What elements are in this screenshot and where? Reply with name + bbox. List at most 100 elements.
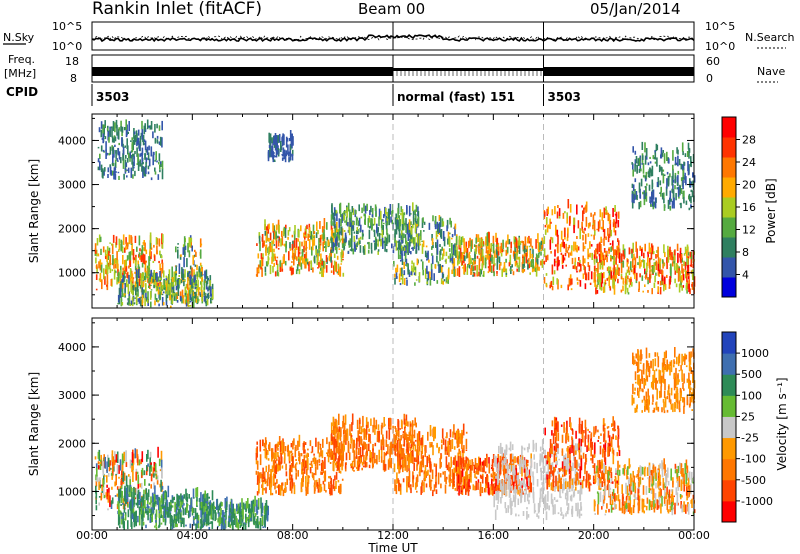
power-colorbar-swatch-1 — [722, 257, 736, 278]
power-region-3 — [255, 218, 345, 278]
date-title: 05/Jan/2014 — [590, 0, 681, 18]
power-colorbar-tick-2: 12 — [742, 224, 756, 237]
velocity-y-ticks: 1000 2000 3000 4000 — [58, 322, 694, 517]
velocity-colorbar-swatch-6 — [722, 374, 736, 396]
power-y-ticks: 1000 2000 3000 4000 — [58, 117, 694, 296]
power-colorbar-swatch-3 — [722, 217, 736, 238]
cpid-panel: CPID 3503 normal (fast) 151 3503 — [6, 84, 581, 106]
velocity-colorbar-swatch-7 — [722, 353, 736, 375]
power-colorbar-label: Power [dB] — [764, 178, 778, 243]
nave-tick-bottom: 0 — [706, 72, 713, 85]
velocity-colorbar-swatch-0 — [722, 500, 736, 523]
power-colorbar-tick-6: 28 — [742, 134, 756, 147]
time-axis-labels: 00:00 04:00 08:00 12:00 16:00 20:00 00:00 — [76, 529, 710, 542]
power-colorbar-swatch-6 — [722, 157, 736, 178]
nsky-label: N.Sky — [3, 31, 35, 44]
power-panel: 1000 2000 3000 4000 Slant Range [km] 4 8 12 16… — [27, 113, 778, 309]
cpid-segments: 3503 normal (fast) 151 3503 — [91, 84, 581, 106]
time-tick-label-6: 00:00 — [678, 529, 710, 542]
velocity-colorbar-swatch-4 — [722, 416, 736, 439]
power-y-tick-label-1: 2000 — [58, 223, 86, 236]
nsearch-label: N.Search — [745, 31, 795, 44]
power-colorbar-tick-3: 16 — [742, 201, 756, 214]
power-region-1 — [117, 266, 214, 308]
velocity-colorbar-tick-4: -25 — [741, 432, 759, 445]
power-y-axis-label: Slant Range [km] — [27, 159, 41, 263]
power-colorbar: 4 8 12 16 20 24 28 — [721, 116, 756, 298]
station-title: Rankin Inlet (fitACF) — [92, 0, 262, 19]
velocity-colorbar-tick-0: 1000 — [741, 347, 769, 360]
freq-tick-top: 18 — [65, 55, 79, 68]
nsky-panel: N.Sky 10^5 10^0 10^5 10^0 N.Search — [3, 20, 795, 53]
freq-label: Freq. — [8, 53, 35, 66]
power-region-8 — [593, 241, 696, 295]
time-tick-label-0: 00:00 — [76, 529, 108, 542]
power-region-6 — [455, 231, 546, 277]
power-colorbar-swatch-5 — [722, 177, 736, 198]
vel-region-2 — [204, 495, 269, 530]
velocity-colorbar-swatch-3 — [722, 437, 736, 460]
freq-segment-1 — [392, 55, 544, 82]
freq-panel: Freq. [MHz] 18 8 60 0 Nave — [4, 53, 785, 85]
power-colorbar-swatch-7 — [722, 137, 736, 158]
power-x-ticks — [91, 114, 695, 308]
power-data — [94, 119, 696, 308]
cpid-segment-label-2: 3503 — [548, 90, 581, 104]
velocity-colorbar: 1000 500 100 25 -25 -100 -500 -1000 — [721, 331, 773, 523]
vel-region-0 — [94, 446, 164, 511]
nave-tick-top: 60 — [706, 55, 720, 68]
nsky-tick-bottom-right: 10^0 — [705, 40, 735, 53]
velocity-colorbar-swatch-1 — [722, 479, 736, 502]
velocity-colorbar-swatch-5 — [722, 395, 736, 417]
velocity-colorbar-tick-3: 25 — [741, 410, 755, 423]
vel-y-tick-label-1: 2000 — [58, 437, 86, 450]
vel-region-4 — [330, 413, 420, 473]
velocity-colorbar-swatch-2 — [722, 458, 736, 481]
time-tick-label-1: 04:00 — [176, 529, 208, 542]
velocity-colorbar-tick-7: -1000 — [741, 495, 773, 508]
power-colorbar-tick-5: 24 — [742, 156, 756, 169]
velocity-x-ticks — [91, 318, 695, 530]
vel-y-tick-label-3: 4000 — [58, 341, 86, 354]
vel-region-5 — [393, 423, 469, 497]
cpid-label: CPID — [6, 85, 38, 99]
power-region-9 — [631, 141, 696, 211]
vel-region-3 — [255, 433, 344, 497]
velocity-colorbar-label: Velocity [m s⁻¹] — [775, 377, 789, 470]
vel-region-9 — [593, 458, 696, 516]
velocity-colorbar-swatch-8 — [722, 332, 736, 354]
power-colorbar-swatch-2 — [722, 237, 736, 258]
power-region-11 — [267, 130, 294, 163]
freq-bars — [91, 55, 694, 82]
vel-y-tick-label-0: 1000 — [58, 485, 86, 498]
vel-region-10 — [631, 347, 696, 414]
freq-unit-label: [MHz] — [4, 67, 36, 80]
power-y-tick-label-3: 4000 — [58, 134, 86, 147]
power-region-5 — [393, 215, 457, 286]
time-tick-label-2: 08:00 — [277, 529, 309, 542]
velocity-panel: 1000 2000 3000 4000 Slant Range [km] 1000 50… — [27, 317, 789, 531]
vel-region-8 — [544, 416, 621, 492]
velocity-y-axis-label: Slant Range [km] — [27, 372, 41, 476]
velocity-colorbar-tick-5: -100 — [741, 453, 766, 466]
power-colorbar-tick-0: 4 — [742, 269, 749, 282]
vel-y-tick-label-2: 3000 — [58, 389, 86, 402]
power-region-10 — [97, 119, 164, 181]
freq-segment-0 — [91, 55, 393, 82]
power-colorbar-swatch-4 — [722, 197, 736, 218]
nsearch-trace — [91, 35, 695, 41]
velocity-data — [94, 347, 696, 530]
nsky-tick-top-right: 10^5 — [705, 20, 735, 33]
beam-title: Beam 00 — [358, 0, 425, 18]
power-markers — [392, 114, 544, 308]
time-tick-label-3: 12:00 — [377, 529, 409, 542]
power-region-2 — [174, 235, 204, 304]
freq-tick-bottom: 8 — [70, 72, 77, 85]
time-tick-label-4: 16:00 — [477, 529, 509, 542]
vel-region-1 — [117, 485, 214, 530]
velocity-colorbar-tick-1: 500 — [741, 368, 762, 381]
nsky-tick-top-left: 10^5 — [52, 20, 82, 33]
nsky-tick-bottom-left: 10^0 — [52, 40, 82, 53]
power-colorbar-swatch-0 — [722, 277, 736, 298]
